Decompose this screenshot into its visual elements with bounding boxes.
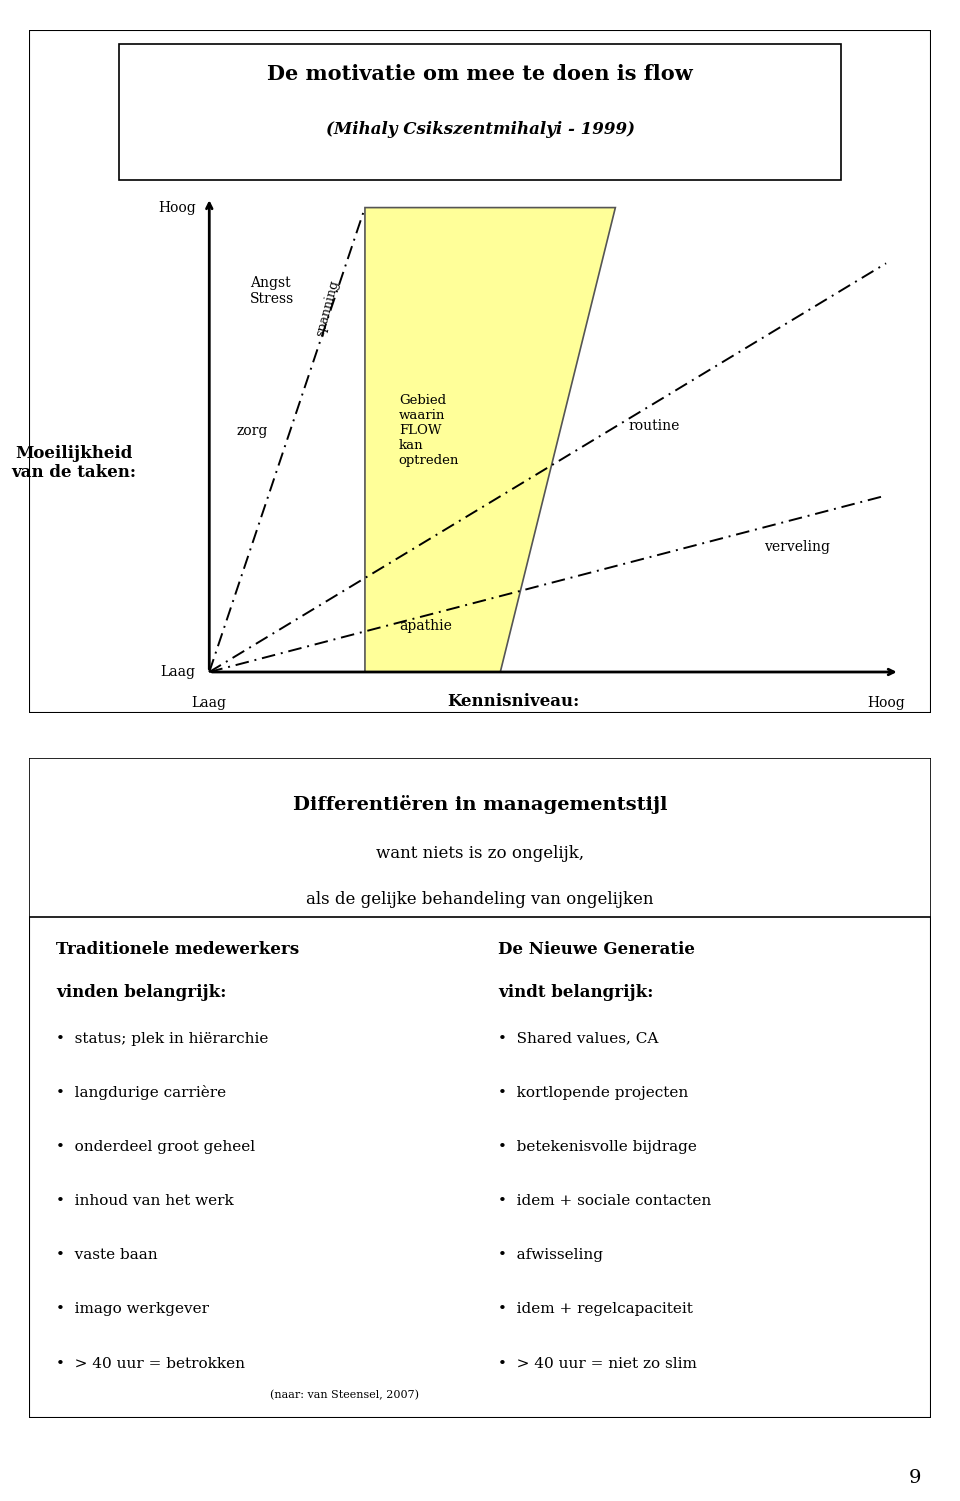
Text: als de gelijke behandeling van ongelijken: als de gelijke behandeling van ongelijke… [306, 892, 654, 908]
Text: 9: 9 [909, 1469, 922, 1487]
Text: vindt belangrijk:: vindt belangrijk: [498, 985, 654, 1001]
Text: De Nieuwe Generatie: De Nieuwe Generatie [498, 941, 695, 958]
Text: •  afwisseling: • afwisseling [498, 1249, 603, 1262]
Text: •  > 40 uur = niet zo slim: • > 40 uur = niet zo slim [498, 1357, 697, 1370]
Text: •  langdurige carrière: • langdurige carrière [56, 1085, 226, 1100]
Text: (naar: van Steensel, 2007): (naar: van Steensel, 2007) [270, 1390, 420, 1400]
Text: •  onderdeel groot geheel: • onderdeel groot geheel [56, 1139, 255, 1154]
Text: Laag: Laag [192, 696, 227, 710]
Text: •  status; plek in hiërarchie: • status; plek in hiërarchie [56, 1031, 268, 1046]
Text: Gebied
waarin
FLOW
kan
optreden: Gebied waarin FLOW kan optreden [398, 393, 459, 467]
Text: spanning: spanning [314, 278, 341, 338]
Text: •  kortlopende projecten: • kortlopende projecten [498, 1085, 688, 1100]
Text: Differentiëren in managementstijl: Differentiëren in managementstijl [293, 794, 667, 814]
Text: Laag: Laag [160, 665, 196, 678]
Text: zorg: zorg [236, 423, 268, 437]
Text: routine: routine [629, 419, 681, 432]
Text: •  Shared values, CA: • Shared values, CA [498, 1031, 659, 1046]
Text: Traditionele medewerkers: Traditionele medewerkers [56, 941, 299, 958]
Text: (Mihaly Csikszentmihalyi - 1999): (Mihaly Csikszentmihalyi - 1999) [325, 120, 635, 138]
Text: Hoog: Hoog [158, 201, 196, 215]
Bar [29, 758, 931, 917]
Text: •  vaste baan: • vaste baan [56, 1249, 157, 1262]
Text: Hoog: Hoog [867, 696, 905, 710]
Text: •  > 40 uur = betrokken: • > 40 uur = betrokken [56, 1357, 245, 1370]
Bar [119, 44, 841, 180]
Text: •  idem + regelcapaciteit: • idem + regelcapaciteit [498, 1303, 693, 1316]
Text: De motivatie om mee te doen is flow: De motivatie om mee te doen is flow [267, 65, 693, 84]
Text: Moeilijkheid
van de taken:: Moeilijkheid van de taken: [12, 444, 136, 482]
Text: want niets is zo ongelijk,: want niets is zo ongelijk, [376, 845, 584, 862]
Text: •  betekenisvolle bijdrage: • betekenisvolle bijdrage [498, 1139, 697, 1154]
Text: •  inhoud van het werk: • inhoud van het werk [56, 1195, 233, 1208]
Text: apathie: apathie [398, 618, 451, 632]
Text: Angst
Stress: Angst Stress [250, 276, 294, 306]
Text: vinden belangrijk:: vinden belangrijk: [56, 985, 227, 1001]
Text: Kennisniveau:: Kennisniveau: [447, 692, 580, 710]
Text: •  imago werkgever: • imago werkgever [56, 1303, 209, 1316]
Polygon shape [365, 207, 615, 672]
Text: verveling: verveling [764, 539, 830, 554]
Text: •  idem + sociale contacten: • idem + sociale contacten [498, 1195, 711, 1208]
